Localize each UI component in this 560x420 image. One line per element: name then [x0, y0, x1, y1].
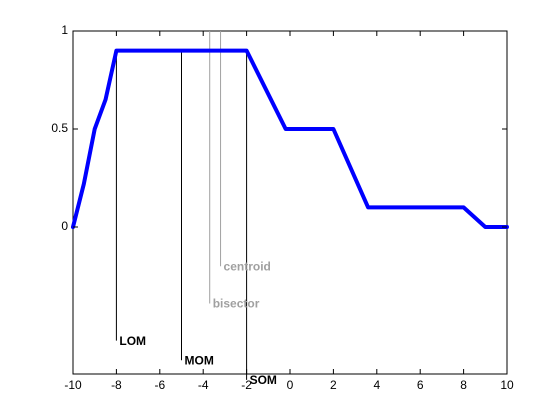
plot-area [72, 30, 508, 375]
annotation-label-bisector: bisector [213, 297, 260, 311]
x-tick-label: -8 [111, 378, 122, 392]
x-tick-label: -2 [241, 378, 252, 392]
x-tick-label: 10 [500, 378, 514, 392]
x-tick-label: 2 [330, 378, 337, 392]
annotation-label-SOM: SOM [250, 373, 277, 387]
y-axis-ticks: 00.51 [51, 23, 507, 233]
series-line-0 [71, 48, 509, 229]
x-tick-label: 0 [287, 378, 294, 392]
x-axis-ticks: -10 -8 -6 -4 -2 0 2 4 6 8 10 [64, 31, 514, 392]
annotation-lines [115, 31, 248, 380]
x-tick-label: 4 [373, 378, 380, 392]
annotation-label-MOM: MOM [185, 353, 214, 367]
y-tick-label: 0.5 [51, 121, 68, 135]
x-tick-label: 6 [417, 378, 424, 392]
annotation-label-LOM: LOM [119, 334, 146, 348]
x-tick-label: -4 [198, 378, 209, 392]
x-tick-label: -6 [154, 378, 165, 392]
x-tick-label: 8 [460, 378, 467, 392]
annotation-label-centroid: centroid [224, 259, 271, 273]
x-tick-label: -10 [64, 378, 82, 392]
y-tick-label: 0 [61, 219, 68, 233]
y-tick-label: 1 [61, 23, 68, 37]
annotation-labels: LOM MOM SOM bisector centroid [119, 259, 277, 387]
series-layer [71, 48, 509, 229]
